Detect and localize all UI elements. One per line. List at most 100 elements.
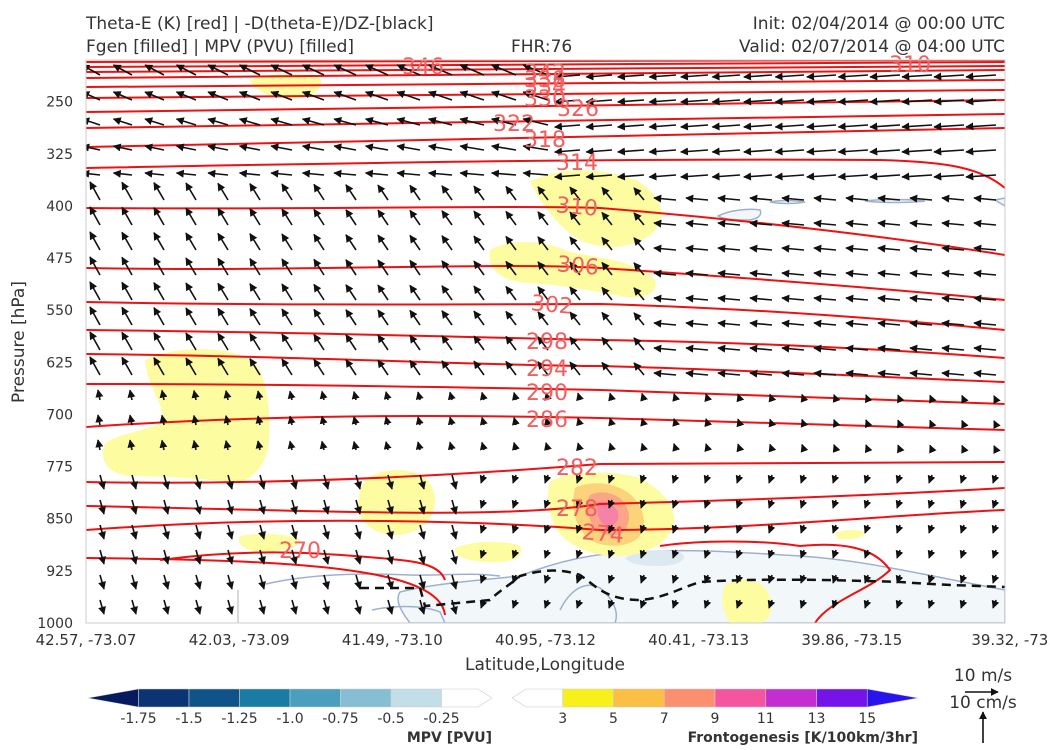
wind-vector: [377, 234, 389, 251]
x-axis-ticks: 42.57, -73.07 42.03, -73.09 41.49, -73.10 4…: [36, 631, 1050, 649]
wind-vector: [112, 169, 133, 178]
theta-e-label: 282: [556, 456, 598, 481]
wind-vector: [537, 211, 549, 226]
wind-vector: [512, 416, 520, 426]
wind-vector: [648, 147, 677, 156]
wind-vector: [226, 524, 234, 540]
wind-vector: [653, 369, 677, 378]
wind-vector: [767, 599, 776, 609]
wind-vector: [98, 549, 106, 565]
wind-vector: [162, 549, 170, 565]
wind-vector: [927, 524, 936, 534]
wind-vector: [396, 90, 421, 101]
theta-e-label: 338: [524, 68, 566, 93]
wind-vector: [569, 236, 581, 251]
wind-vector: [653, 294, 677, 303]
wind-vector: [909, 344, 933, 353]
wind-vector: [575, 524, 584, 534]
wind-vector: [959, 549, 968, 559]
wind-vector: [89, 331, 101, 351]
wind-vector: [112, 117, 133, 126]
wind-vector: [364, 90, 389, 101]
wind-key: 10 m/s 10 cm/s: [949, 666, 1017, 743]
y-tick-label: 925: [46, 564, 73, 580]
wind-vector: [543, 524, 552, 534]
wind-vector: [121, 181, 133, 201]
wind-vector: [685, 344, 709, 353]
wind-vector: [569, 186, 581, 201]
wind-vector: [238, 143, 261, 152]
wind-vector: [671, 524, 680, 534]
wind-vector: [322, 599, 330, 615]
wind-vector: [112, 64, 133, 76]
wind-vector: [86, 117, 101, 126]
wind-vector: [799, 499, 808, 509]
wind-vector: [270, 143, 293, 152]
wind-vector: [800, 418, 809, 428]
wind-vector: [386, 474, 394, 490]
wind-vector: [648, 97, 677, 106]
wind-vector: [711, 97, 741, 106]
wind-vector: [608, 417, 616, 427]
wind-vector: [345, 334, 357, 351]
wind-vector: [608, 442, 616, 452]
wind-vector: [717, 219, 741, 228]
wind-vector: [322, 549, 330, 565]
wind-vector: [345, 284, 357, 301]
wind-vector: [441, 360, 453, 376]
wind-vector: [685, 244, 709, 253]
wind-vector: [226, 549, 234, 565]
wind-vector: [774, 72, 805, 81]
colorbar-swatch: [289, 688, 341, 708]
wind-vector: [490, 169, 517, 178]
wind-vector: [973, 194, 997, 203]
wind-vector: [799, 474, 808, 484]
wind-vector: [377, 284, 389, 301]
theta-e-label: 310: [555, 193, 599, 222]
wind-vector: [130, 574, 138, 590]
wind-vector: [95, 389, 104, 401]
mpv-colorbar-title: MPV [PVU]: [407, 730, 492, 746]
wind-vector: [281, 233, 293, 251]
wind-vector: [364, 143, 389, 152]
wind-vector: [255, 390, 264, 401]
wind-vector: [648, 172, 677, 181]
wind-vector: [749, 369, 773, 378]
wind-vector: [290, 599, 298, 615]
wind-vector: [845, 344, 869, 353]
wind-vectors: [86, 63, 1001, 615]
wind-vector: [130, 549, 138, 565]
wind-vector: [961, 394, 969, 404]
wind-vector: [153, 181, 165, 201]
wind-vector: [799, 524, 808, 534]
wind-vector: [639, 549, 648, 559]
wind-vector: [831, 549, 840, 559]
wind-vector: [175, 117, 197, 126]
wind-vector: [800, 393, 809, 403]
wind-vector: [345, 209, 357, 226]
wind-vector: [601, 261, 613, 276]
wind-vector: [717, 244, 741, 253]
mpv-colorbar: -1.75 -1.5 -1.25 -1.0 -0.75 -0.5 -0.25: [87, 688, 493, 727]
wind-vector: [281, 208, 293, 226]
wind-vector: [223, 415, 232, 426]
wind-vector: [717, 344, 741, 353]
wind-vector: [386, 524, 394, 540]
theta-e-contour: [86, 461, 1005, 484]
wind-vector: [127, 389, 136, 401]
wind-vector: [601, 236, 613, 251]
wind-vector: [217, 332, 229, 351]
wind-vector: [281, 183, 293, 201]
wind-vector: [639, 574, 648, 584]
x-tick-label: 39.86, -73.15: [801, 631, 902, 649]
wind-vector: [144, 143, 165, 152]
wind-vector: [768, 418, 777, 428]
wind-vector: [98, 474, 106, 490]
wind-vector: [735, 574, 744, 584]
wind-vector: [813, 219, 837, 228]
wind-vector: [743, 97, 773, 106]
wind-vector: [98, 499, 106, 515]
wind-vector: [909, 319, 933, 328]
wind-vector: [633, 362, 645, 376]
wind-vector: [162, 474, 170, 490]
